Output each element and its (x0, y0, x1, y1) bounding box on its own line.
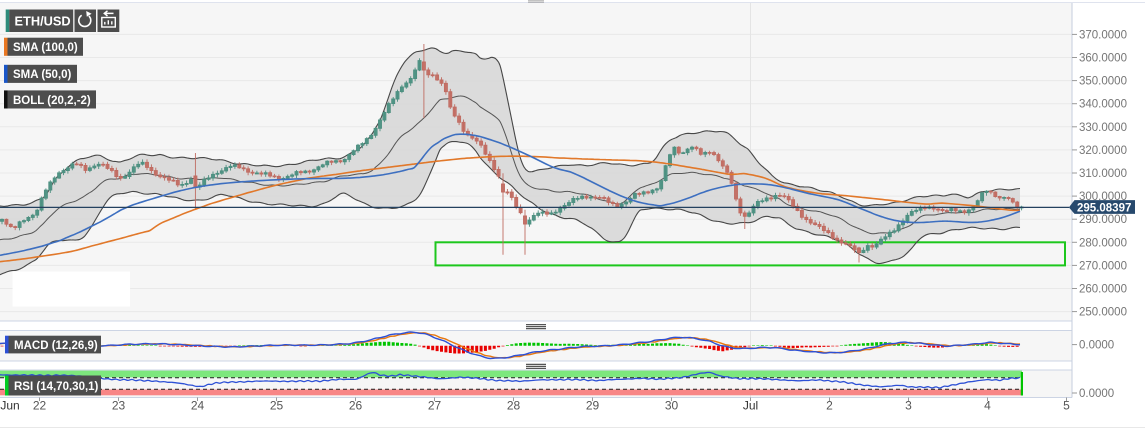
svg-text:26: 26 (349, 399, 363, 413)
svg-text:3: 3 (905, 399, 912, 413)
svg-text:2: 2 (826, 399, 833, 413)
svg-text:250.0000: 250.0000 (1079, 307, 1127, 319)
svg-text:280.0000: 280.0000 (1079, 237, 1127, 249)
svg-text:0.0000: 0.0000 (1079, 340, 1114, 352)
svg-text:330.0000: 330.0000 (1079, 122, 1127, 134)
svg-text:5: 5 (1063, 399, 1070, 413)
svg-text:28: 28 (507, 399, 521, 413)
svg-text:370.0000: 370.0000 (1079, 29, 1127, 41)
svg-text:MACD (12,26,9): MACD (12,26,9) (14, 340, 98, 352)
svg-text:270.0000: 270.0000 (1079, 260, 1127, 272)
svg-text:BOLL (20,2,-2): BOLL (20,2,-2) (13, 95, 91, 107)
svg-text:Jun: Jun (0, 399, 19, 413)
svg-text:4: 4 (984, 399, 991, 413)
svg-text:340.0000: 340.0000 (1079, 99, 1127, 111)
svg-text:290.0000: 290.0000 (1079, 214, 1127, 226)
svg-text:Jul: Jul (743, 399, 758, 413)
svg-text:22: 22 (33, 399, 47, 413)
svg-text:ETH/USD: ETH/USD (15, 13, 71, 28)
svg-text:24: 24 (191, 399, 205, 413)
svg-text:27: 27 (428, 399, 442, 413)
svg-text:360.0000: 360.0000 (1079, 53, 1127, 65)
svg-text:29: 29 (586, 399, 600, 413)
svg-text:310.0000: 310.0000 (1079, 168, 1127, 180)
svg-text:25: 25 (270, 399, 284, 413)
svg-text:295.08397: 295.08397 (1077, 202, 1131, 214)
svg-text:SMA (50,0): SMA (50,0) (13, 69, 72, 81)
svg-text:0.0000: 0.0000 (1079, 388, 1114, 400)
svg-text:320.0000: 320.0000 (1079, 145, 1127, 157)
svg-text:SMA (100,0): SMA (100,0) (13, 42, 78, 54)
svg-text:350.0000: 350.0000 (1079, 76, 1127, 88)
svg-text:260.0000: 260.0000 (1079, 284, 1127, 296)
svg-text:RSI (14,70,30,1): RSI (14,70,30,1) (14, 381, 99, 393)
svg-text:30: 30 (665, 399, 679, 413)
svg-text:23: 23 (112, 399, 126, 413)
